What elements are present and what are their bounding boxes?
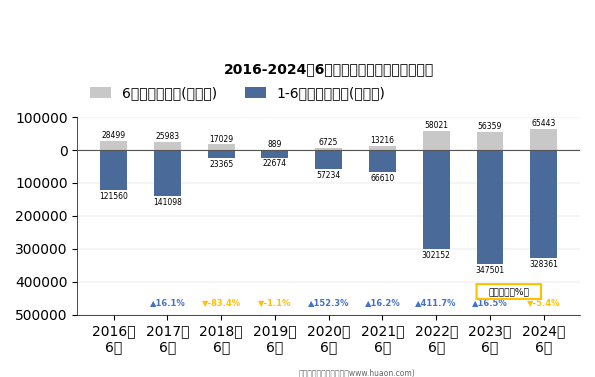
Text: 65443: 65443: [531, 119, 556, 128]
Text: ▼-1.1%: ▼-1.1%: [258, 298, 292, 307]
Text: ▲16.5%: ▲16.5%: [472, 298, 508, 307]
Text: 66610: 66610: [370, 174, 394, 183]
Text: ▲152.3%: ▲152.3%: [308, 298, 349, 307]
Text: 57234: 57234: [317, 171, 341, 180]
Bar: [208, 150, 234, 158]
Bar: [369, 146, 396, 150]
Text: ▲16.2%: ▲16.2%: [365, 298, 400, 307]
Text: 141098: 141098: [153, 198, 182, 207]
Text: 347501: 347501: [475, 266, 505, 275]
Text: 13216: 13216: [371, 136, 394, 145]
Text: 302152: 302152: [422, 251, 450, 261]
Text: 58021: 58021: [424, 121, 448, 130]
FancyBboxPatch shape: [477, 284, 541, 299]
Bar: [208, 144, 234, 150]
Bar: [100, 150, 127, 190]
Bar: [261, 150, 289, 158]
Text: 同比增速（%）: 同比增速（%）: [488, 287, 529, 296]
Bar: [477, 132, 503, 150]
Text: ▼-83.4%: ▼-83.4%: [202, 298, 241, 307]
Text: 28499: 28499: [102, 131, 126, 140]
Text: 17029: 17029: [209, 135, 233, 144]
Text: 56359: 56359: [478, 122, 502, 131]
Text: ▼-5.4%: ▼-5.4%: [527, 298, 560, 307]
Bar: [154, 141, 181, 150]
Bar: [100, 141, 127, 150]
Text: 23365: 23365: [209, 160, 233, 169]
Text: 121560: 121560: [99, 192, 128, 201]
Bar: [315, 150, 342, 169]
Text: ▲16.1%: ▲16.1%: [149, 298, 185, 307]
Text: 22674: 22674: [263, 159, 287, 169]
Bar: [530, 129, 557, 150]
Title: 2016-2024年6月钦州综合保税区进出口总额: 2016-2024年6月钦州综合保税区进出口总额: [224, 62, 434, 76]
Bar: [423, 150, 450, 250]
Bar: [369, 150, 396, 172]
Bar: [477, 150, 503, 264]
Text: 6725: 6725: [319, 138, 339, 147]
Text: 制图：华经产业研究院（www.huaon.com): 制图：华经产业研究院（www.huaon.com): [299, 368, 415, 377]
Bar: [315, 148, 342, 150]
Text: 889: 889: [268, 140, 282, 149]
Legend: 6月进出口总额(万美元), 1-6月进出口总额(万美元): 6月进出口总额(万美元), 1-6月进出口总额(万美元): [84, 81, 391, 106]
Bar: [423, 131, 450, 150]
Bar: [154, 150, 181, 196]
Text: ▲411.7%: ▲411.7%: [415, 298, 457, 307]
Text: 25983: 25983: [155, 132, 180, 141]
Text: 328361: 328361: [530, 260, 558, 269]
Bar: [530, 150, 557, 258]
